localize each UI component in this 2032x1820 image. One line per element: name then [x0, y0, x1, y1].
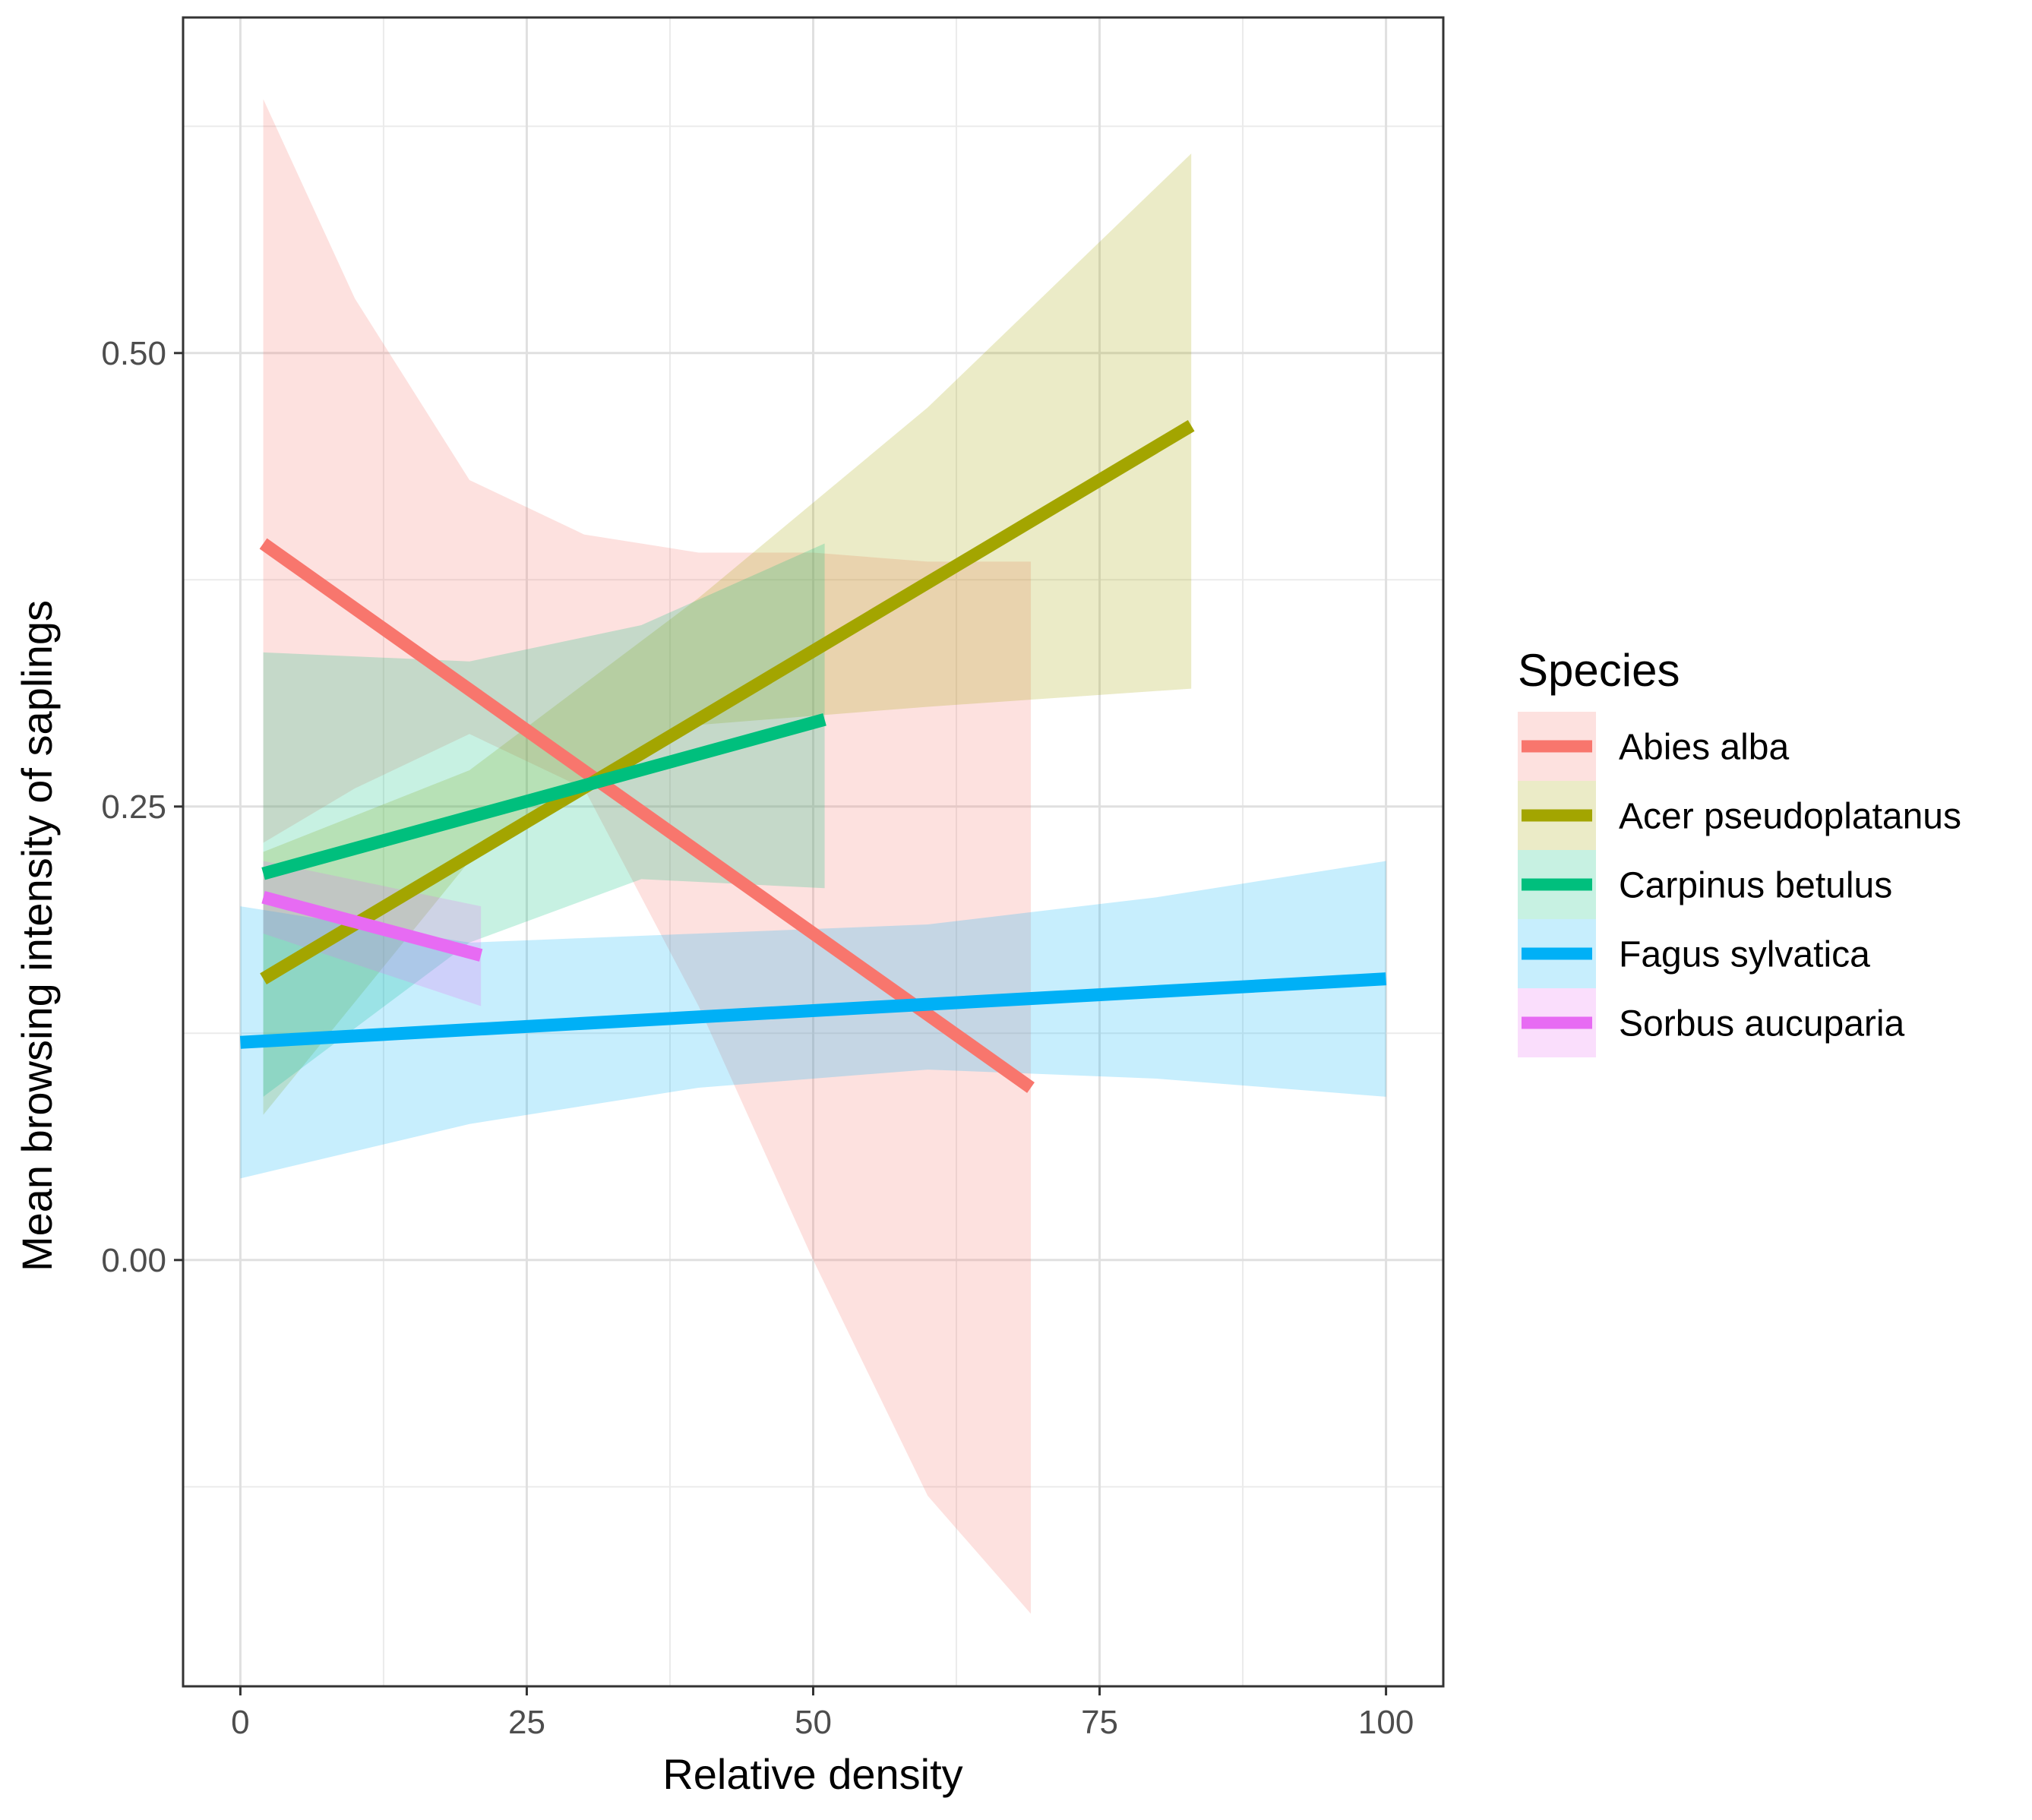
x-tick-label: 100 [1358, 1704, 1414, 1741]
legend-label-carpinus-betulus: Carpinus betulus [1619, 866, 1892, 906]
legend-label-abies-alba: Abies alba [1619, 728, 1789, 768]
legend-label-fagus-sylvatica: Fagus sylvatica [1619, 935, 1870, 975]
y-tick-label: 0.25 [101, 788, 166, 826]
y-tick-label: 0.00 [101, 1242, 166, 1279]
axes: 0 25 50 75 100 0.00 0.25 0.50 [101, 335, 1414, 1741]
y-axis-title: Mean browsing intensity of saplings [13, 600, 61, 1272]
x-tick-label: 0 [231, 1704, 249, 1741]
legend-items: Abies alba Acer pseudoplatanus Carpinus be… [1518, 712, 1961, 1057]
fit-line-fagus-sylvatica [239, 972, 1387, 1049]
confidence-ribbon-carpinus-betulus [263, 543, 825, 1097]
confidence-ribbons [240, 99, 1386, 1614]
x-tick-label: 25 [508, 1704, 545, 1741]
fit-line-carpinus-betulus [261, 713, 826, 880]
legend-title: Species [1518, 645, 1680, 696]
fit-line-acer-pseudoplatanus [260, 420, 1195, 984]
confidence-ribbon-fagus-sylvatica [240, 861, 1386, 1179]
fit-line-abies-alba [259, 538, 1035, 1093]
x-tick-label: 75 [1081, 1704, 1118, 1741]
legend-label-sorbus-aucuparia: Sorbus aucuparia [1619, 1004, 1905, 1044]
confidence-ribbon-acer-pseudoplatanus [263, 153, 1192, 1115]
y-tick-label: 0.50 [101, 335, 166, 372]
confidence-ribbon-sorbus-aucuparia [263, 861, 482, 1006]
confidence-ribbon-abies-alba [263, 99, 1032, 1614]
fit-line-sorbus-aucuparia [261, 890, 483, 962]
grid [183, 17, 1443, 1686]
legend: Species Abies alba Acer pseudoplatanus Car… [1518, 645, 1961, 1057]
x-axis-title: Relative density [662, 1750, 962, 1798]
legend-label-acer-pseudoplatanus: Acer pseudoplatanus [1619, 797, 1961, 837]
fit-lines [239, 420, 1387, 1093]
x-tick-label: 50 [795, 1704, 832, 1741]
